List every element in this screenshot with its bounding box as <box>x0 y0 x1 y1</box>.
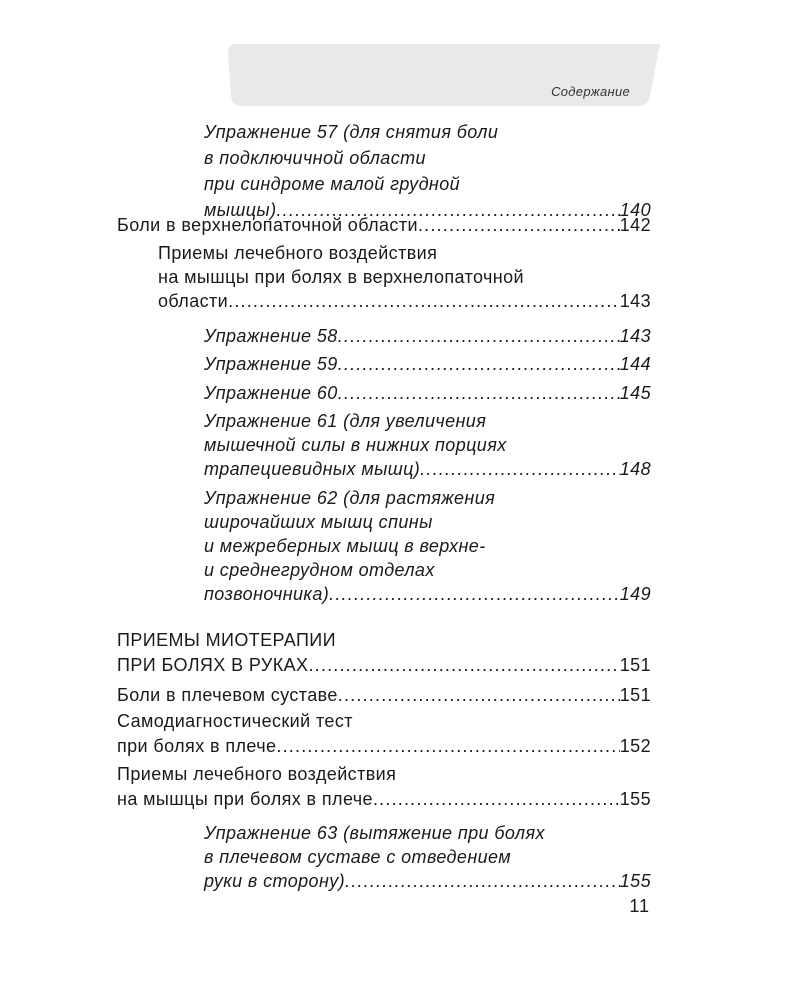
dot-leader <box>338 682 620 708</box>
toc-entry-text: в плечевом суставе с отведением <box>204 847 511 867</box>
toc-entry-line: на мышцы при болях в плече 155 <box>117 787 651 812</box>
toc-entry-line: ПРИЕМЫ МИОТЕРАПИИ <box>117 628 651 653</box>
toc-entry: Упражнение 60 145 <box>204 380 651 406</box>
header-tab <box>228 44 660 106</box>
toc-page-number: 148 <box>619 459 651 479</box>
toc-entry-line: Приемы лечебного воздействия <box>117 762 651 787</box>
toc-page-number: 144 <box>619 354 651 374</box>
toc-entry-text: ПРИЕМЫ МИОТЕРАПИИ <box>117 630 336 650</box>
toc-entry-text: и межреберных мышц в верхне- <box>204 536 486 556</box>
toc-entry-text: на мышцы при болях в верхнелопаточной <box>158 267 524 287</box>
toc-entry-line: на мышцы при болях в верхнелопаточной <box>158 265 651 289</box>
toc-entry-text: области <box>158 291 229 311</box>
toc-entry-text: мышечной силы в нижних порциях <box>204 435 507 455</box>
toc-entry-text: Приемы лечебного воздействия <box>117 764 397 784</box>
toc-entry-line: в подключичной области <box>204 145 651 171</box>
toc-entry-line: в плечевом суставе с отведением <box>204 845 651 869</box>
toc-entry-text: на мышцы при болях в плече <box>117 789 373 809</box>
toc-entry: Упражнение 57 (для снятия боли в подключи… <box>204 119 651 223</box>
page-number: 11 <box>629 896 650 916</box>
toc-entry-line: при болях в плече 152 <box>117 734 651 759</box>
toc-entry-line: трапециевидных мышц) 148 <box>204 457 651 481</box>
toc-entry: Приемы лечебного воздействия на мышцы при… <box>158 241 651 313</box>
toc-entry-text: мышцы) <box>204 200 277 220</box>
toc-entry: Боли в верхнелопаточной области 142 <box>117 212 651 238</box>
toc-page-number: 145 <box>619 383 651 403</box>
dot-leader <box>329 582 620 606</box>
toc-page-number: 140 <box>619 200 651 220</box>
dot-leader <box>418 212 620 238</box>
toc-page-number: 155 <box>619 871 651 891</box>
toc-entry: Упражнение 63 (вытяжение при болях в плеч… <box>204 821 651 893</box>
dot-leader <box>338 323 620 349</box>
toc-page-number: 152 <box>619 736 651 756</box>
toc-entry-line: ПРИ БОЛЯХ В РУКАХ 151 <box>117 653 651 678</box>
toc-entry-text: ПРИ БОЛЯХ В РУКАХ <box>117 655 309 675</box>
toc-page-number: 142 <box>619 215 651 235</box>
toc-entry-line: Приемы лечебного воздействия <box>158 241 651 265</box>
toc-entry-text: Упражнение 62 (для растяжения <box>204 488 496 508</box>
toc-entry-text: при болях в плече <box>117 736 277 756</box>
toc-entry-line: Упражнение 61 (для увеличения <box>204 409 651 433</box>
dot-leader <box>276 734 619 759</box>
toc-entry-line: Упражнение 63 (вытяжение при болях <box>204 821 651 845</box>
toc-entry: Упражнение 62 (для растяжения широчайших … <box>204 486 651 606</box>
toc-page-number: 151 <box>619 655 651 675</box>
toc-entry-line: Упражнение 62 (для растяжения <box>204 486 651 510</box>
toc-entry-text: позвоночника) <box>204 584 330 604</box>
dot-leader <box>373 787 620 812</box>
toc-page-number: 151 <box>619 685 651 705</box>
toc-entry-text: при синдроме малой грудной <box>204 174 461 194</box>
toc-entry-text: руки в сторону) <box>204 871 346 891</box>
toc-page-number: 143 <box>619 291 651 311</box>
toc-entry-line: области 143 <box>158 289 651 313</box>
toc-entry-line: мышечной силы в нижних порциях <box>204 433 651 457</box>
toc-entry-text: Упражнение 63 (вытяжение при болях <box>204 823 545 843</box>
toc-entry: Приемы лечебного воздействия на мышцы при… <box>117 762 651 812</box>
toc-entry: Упражнение 61 (для увеличения мышечной си… <box>204 409 651 481</box>
toc-entry-line: Упражнение 59 144 <box>204 351 651 377</box>
toc-entry: Боли в плечевом суставе 151 <box>117 682 651 708</box>
toc-entry-text: Упражнение 61 (для увеличения <box>204 411 487 431</box>
toc-entry-line: мышцы) 140 <box>204 197 651 223</box>
toc-entry-line: широчайших мышц спины <box>204 510 651 534</box>
toc-entry: Упражнение 59 144 <box>204 351 651 377</box>
toc-entry-text: Боли в верхнелопаточной области <box>117 215 418 235</box>
running-header-title: Содержание <box>551 84 630 99</box>
toc-entry-line: Упражнение 60 145 <box>204 380 651 406</box>
toc-entry: ПРИЕМЫ МИОТЕРАПИИ ПРИ БОЛЯХ В РУКАХ 151 <box>117 628 651 678</box>
toc-entry-text: Боли в плечевом суставе <box>117 685 338 705</box>
dot-leader <box>338 351 620 377</box>
dot-leader <box>228 289 620 313</box>
toc-entry-text: Упражнение 57 (для снятия боли <box>204 122 499 142</box>
toc-entry: Упражнение 58 143 <box>204 323 651 349</box>
dot-leader <box>308 653 619 678</box>
toc-page-number: 143 <box>619 326 651 346</box>
toc-entry-line: Упражнение 57 (для снятия боли <box>204 119 651 145</box>
toc-entry-line: руки в сторону) 155 <box>204 869 651 893</box>
dot-leader <box>420 457 620 481</box>
toc-entry-text: Упражнение 60 <box>204 383 338 403</box>
dot-leader <box>345 869 620 893</box>
toc-page-number: 149 <box>619 584 651 604</box>
toc-entry-text: в подключичной области <box>204 148 426 168</box>
toc-entry-line: и среднегрудном отделах <box>204 558 651 582</box>
toc-entry-line: Боли в верхнелопаточной области 142 <box>117 212 651 238</box>
toc-entry-line: Боли в плечевом суставе 151 <box>117 682 651 708</box>
toc-entry-text: и среднегрудном отделах <box>204 560 435 580</box>
dot-leader <box>338 380 620 406</box>
toc-entry-line: позвоночника) 149 <box>204 582 651 606</box>
toc-entry-line: Упражнение 58 143 <box>204 323 651 349</box>
toc-entry-text: Самодиагностический тест <box>117 711 353 731</box>
toc-entry-text: широчайших мышц спины <box>204 512 433 532</box>
toc-entry-text: трапециевидных мышц) <box>204 459 421 479</box>
toc-entry-text: Упражнение 58 <box>204 326 338 346</box>
toc-entry-text: Упражнение 59 <box>204 354 338 374</box>
toc-page-number: 155 <box>619 789 651 809</box>
toc-entry: Самодиагностический тест при болях в плеч… <box>117 709 651 759</box>
toc-entry-line: и межреберных мышц в верхне- <box>204 534 651 558</box>
toc-entry-line: Самодиагностический тест <box>117 709 651 734</box>
toc-entry-line: при синдроме малой грудной <box>204 171 651 197</box>
toc-entry-text: Приемы лечебного воздействия <box>158 243 438 263</box>
